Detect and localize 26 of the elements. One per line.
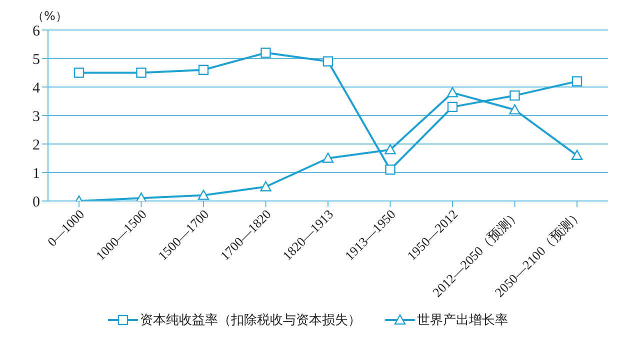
y-tick-label: 4: [32, 80, 40, 96]
y-tick-label: 0: [32, 194, 40, 210]
y-tick-label: 1: [32, 166, 40, 182]
y-tick-label: 2: [32, 137, 40, 154]
point: [136, 68, 146, 78]
legend-label: 资本纯收益率（扣除税收与资本损失）: [139, 312, 361, 329]
point: [384, 144, 396, 154]
point: [74, 68, 84, 78]
point: [260, 181, 272, 192]
point: [198, 190, 210, 200]
y-tick-label: 6: [32, 23, 40, 40]
point: [447, 102, 458, 112]
legend-label: 世界产出增长率: [416, 312, 508, 329]
point: [509, 104, 520, 114]
y-tick-label: 3: [32, 108, 40, 125]
point: [572, 76, 582, 86]
point: [385, 164, 396, 175]
point: [322, 56, 334, 66]
point: [198, 64, 209, 75]
point: [446, 87, 458, 98]
y-axis-title: （%）: [32, 8, 68, 25]
point: [260, 48, 271, 58]
point: [571, 150, 583, 160]
y-tick-label: 5: [32, 52, 40, 68]
point: [322, 152, 334, 163]
point: [510, 90, 520, 101]
